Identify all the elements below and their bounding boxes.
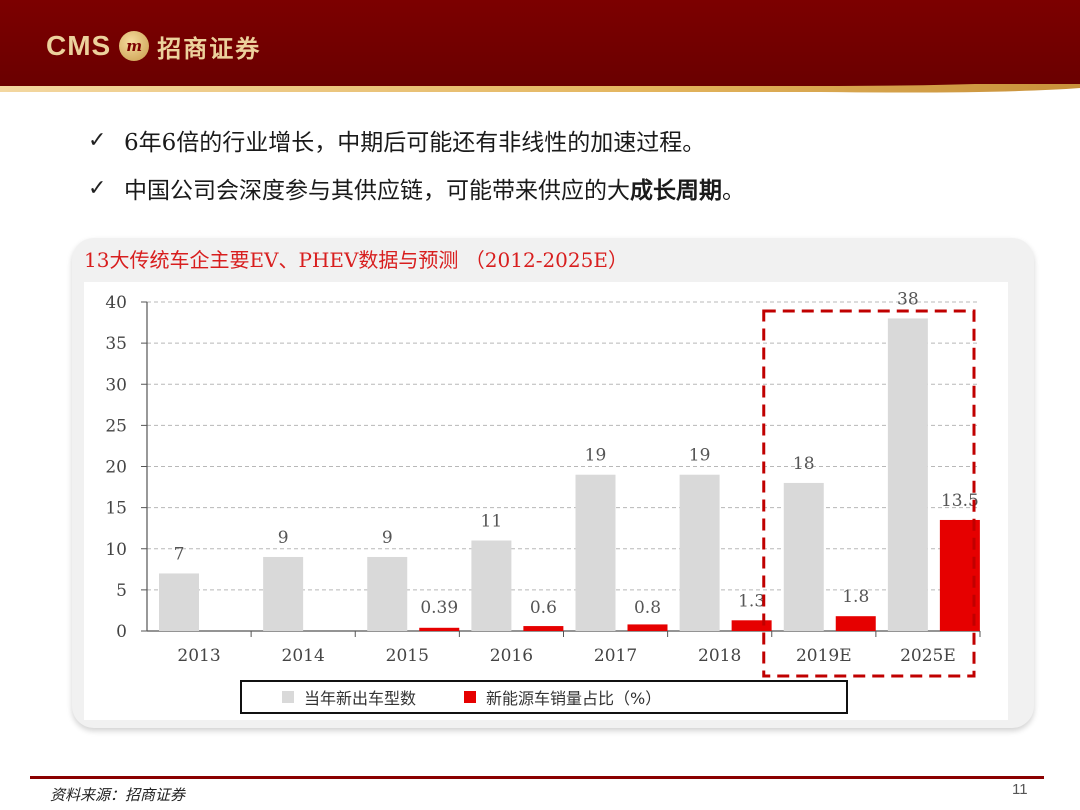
bullet-item: ✓ 6年6倍的行业增长，中期后可能还有非线性的加速过程。	[88, 116, 1048, 164]
x-tick-label: 2018	[698, 646, 741, 666]
x-tick-label: 2015	[386, 646, 429, 666]
bar-new-models	[783, 482, 824, 631]
bar-nev-share	[523, 626, 564, 631]
bullet-item: ✓ 中国公司会深度参与其供应链，可能带来供应的大成长周期。	[88, 164, 1048, 212]
legend-label: 新能源车销量占比（%）	[486, 689, 662, 708]
data-label: 0.39	[420, 598, 458, 618]
x-tick-label: 2025E	[900, 646, 956, 666]
y-tick-label: 20	[105, 458, 127, 478]
y-tick-label: 5	[116, 581, 127, 601]
bullet-text-plain: 中国公司会深度参与其供应链，可能带来供应的大	[124, 178, 630, 204]
y-tick-label: 25	[105, 416, 127, 436]
bar-nev-share	[835, 616, 876, 631]
logo-emblem-icon: m	[119, 31, 150, 61]
y-tick-label: 35	[105, 334, 127, 354]
x-tick-label: 2014	[282, 646, 325, 666]
bar-new-models	[471, 540, 512, 631]
check-icon: ✓	[88, 175, 107, 201]
check-icon: ✓	[88, 127, 107, 153]
bar-new-models	[679, 474, 720, 631]
data-label: 0.6	[530, 598, 557, 618]
legend-swatch-gray	[282, 691, 294, 703]
bullet-text-bold: 成长周期	[630, 177, 722, 204]
y-tick-label: 10	[105, 540, 127, 560]
bullet-text: 6年6倍的行业增长，中期后可能还有非线性的加速过程。	[124, 130, 706, 156]
footer-divider	[30, 776, 1044, 779]
y-tick-label: 30	[105, 375, 127, 395]
page-number: 11	[1012, 781, 1028, 798]
bar-nev-share	[419, 627, 460, 631]
data-label: 1.8	[842, 587, 869, 607]
x-tick-label: 2019E	[796, 646, 852, 666]
bar-new-models	[575, 474, 616, 631]
legend-label: 当年新出车型数	[304, 689, 417, 708]
bullet-list: ✓ 6年6倍的行业增长，中期后可能还有非线性的加速过程。 ✓ 中国公司会深度参与…	[88, 116, 1048, 212]
y-tick-label: 15	[105, 499, 127, 519]
header-band: CMS m 招商证券	[0, 0, 1080, 88]
data-label: 19	[585, 446, 607, 466]
data-label: 19	[689, 446, 711, 466]
data-label: 13.5	[941, 491, 979, 511]
x-tick-label: 2013	[177, 646, 220, 666]
bar-new-models	[887, 318, 928, 631]
footer-source: 资料来源：招商证券	[50, 786, 186, 804]
x-tick-label: 2017	[594, 646, 637, 666]
legend-item-models: 当年新出车型数	[282, 685, 416, 709]
logo-chinese-text: 招商证券	[157, 34, 262, 63]
logo-cms-text: CMS	[46, 30, 112, 61]
data-label: 7	[174, 544, 185, 564]
chart-plot-background	[84, 282, 1008, 720]
bar-nev-share	[627, 624, 668, 631]
chart-legend: 当年新出车型数 新能源车销量占比（%）	[240, 680, 848, 714]
y-tick-label: 40	[105, 293, 127, 313]
data-label: 18	[793, 454, 815, 474]
chart-title: 13大传统车企主要EV、PHEV数据与预测 （2012-2025E）	[84, 248, 628, 272]
highlight-box	[762, 309, 976, 678]
data-label: 9	[382, 528, 393, 548]
legend-swatch-red	[464, 691, 477, 703]
bar-new-models	[263, 556, 304, 631]
legend-item-share: 新能源车销量占比（%）	[464, 685, 661, 709]
y-tick-label: 0	[116, 622, 127, 642]
bar-nev-share	[731, 620, 772, 631]
bar-new-models	[367, 556, 408, 631]
bar-new-models	[159, 573, 199, 631]
bullet-text-end: 。	[722, 178, 745, 204]
data-label: 0.8	[634, 598, 661, 618]
bullet-text: 中国公司会深度参与其供应链，可能带来供应的大成长周期。	[124, 171, 745, 205]
data-label: 38	[897, 289, 919, 309]
header-gold-stripe	[0, 84, 1080, 93]
x-tick-label: 2016	[490, 646, 533, 666]
data-label: 1.3	[738, 591, 765, 611]
data-label: 11	[481, 512, 503, 532]
data-label: 9	[278, 528, 289, 548]
company-logo: CMS m 招商证券	[46, 26, 261, 66]
